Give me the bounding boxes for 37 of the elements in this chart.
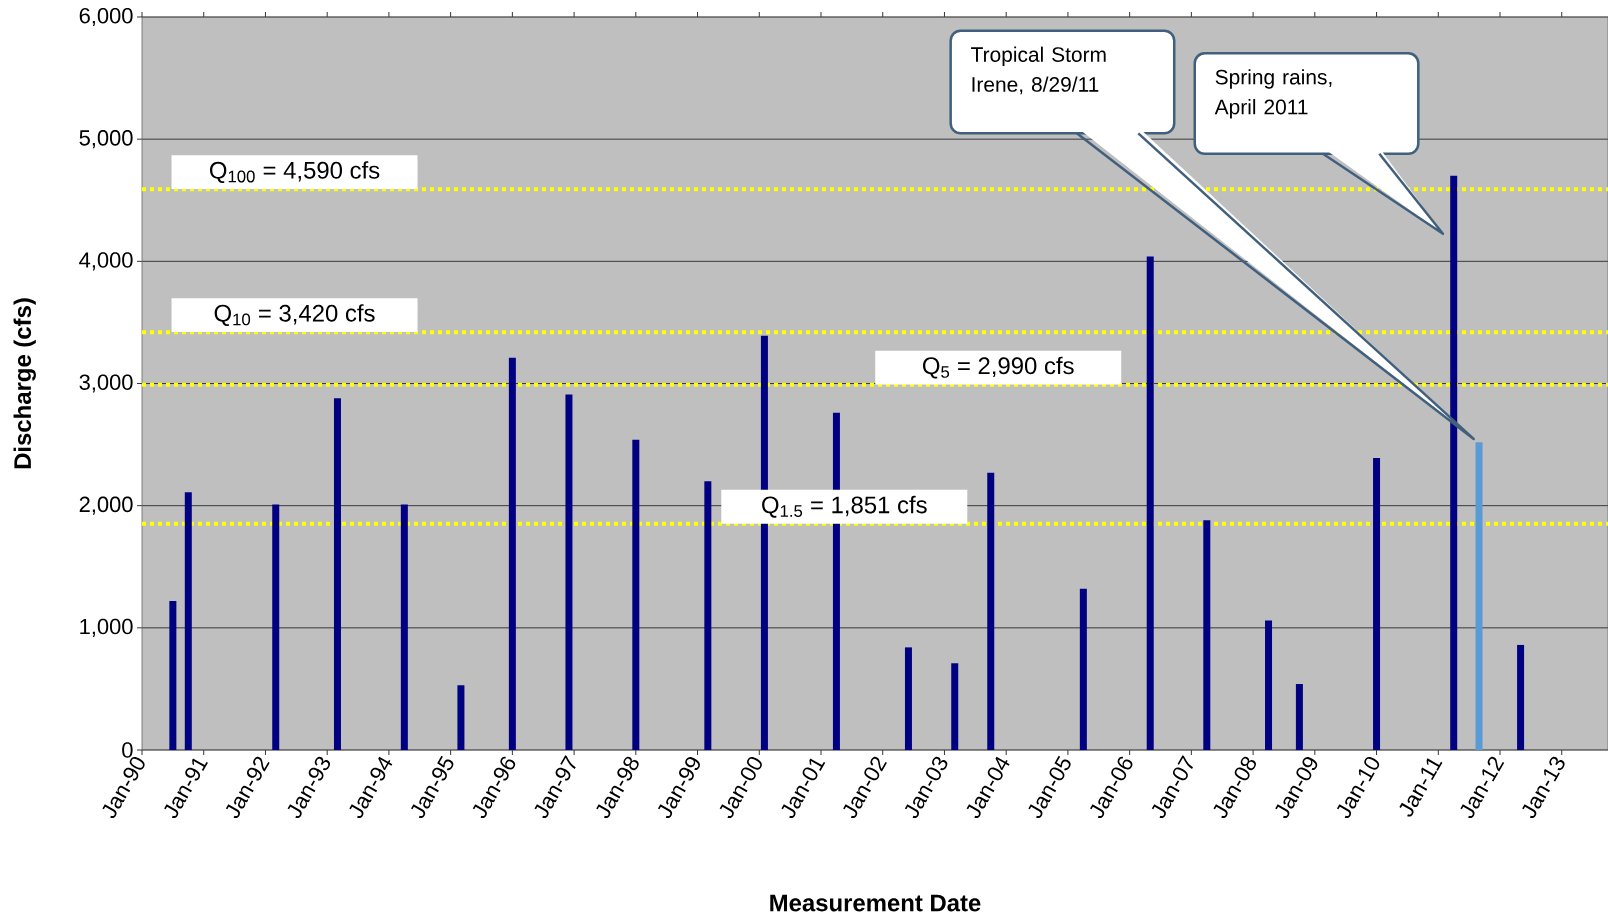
bar [333, 398, 341, 750]
bar [1146, 256, 1154, 750]
annotation: Spring rains, April 2011 [1214, 69, 1332, 119]
y-tick-label: 5,000 [79, 130, 133, 149]
bar [951, 663, 959, 750]
y-axis-title: Discharge (cfs) [13, 298, 36, 469]
bar [1203, 520, 1211, 750]
bar [508, 357, 516, 750]
y-tick-label: 0 [122, 742, 133, 758]
bar [169, 600, 177, 750]
bar [987, 472, 995, 750]
bar [1079, 588, 1087, 750]
y-tick-label: 2,000 [79, 496, 133, 515]
bar [904, 647, 912, 750]
bar [565, 394, 573, 750]
y-tick-label: 3,000 [79, 374, 133, 393]
bar [1517, 644, 1525, 750]
annotation: Tropical Storm Irene, 8/29/11 [971, 46, 1106, 95]
bar [1450, 175, 1458, 750]
bar [1295, 684, 1303, 750]
bar [1265, 620, 1273, 750]
bar [400, 504, 408, 750]
y-tick-label: 6,000 [79, 7, 133, 27]
ref-line-label: Q$_{5}$ = 2,990 cfs [923, 356, 1074, 379]
bar [1373, 458, 1381, 750]
y-tick-label: 1,000 [80, 618, 133, 637]
bar [272, 504, 280, 750]
bar [632, 439, 640, 750]
x-axis-title: Measurement Date [770, 894, 981, 912]
ref-line-label: Q$_{10}$ = 3,420 cfs [214, 304, 375, 326]
bar [457, 685, 465, 750]
bar [184, 492, 192, 750]
ref-line-label: Q$_{1.5}$ = 1,851 cfs [762, 495, 927, 518]
bar [704, 481, 712, 750]
ref-line-label: Q$_{100}$ = 4,590 cfs [210, 161, 380, 184]
bar [1475, 442, 1483, 750]
y-tick-label: 4,000 [79, 252, 133, 271]
